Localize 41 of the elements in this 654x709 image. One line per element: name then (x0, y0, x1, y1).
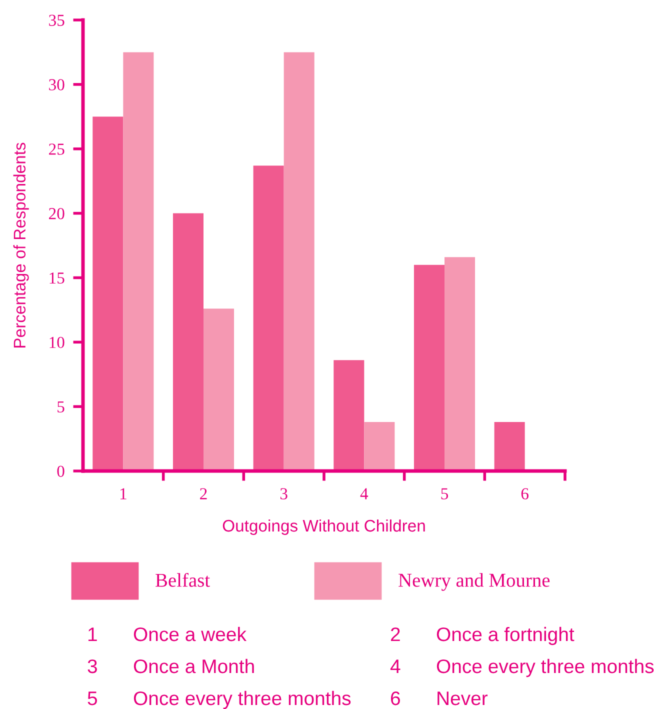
text: Once a Month (134, 658, 254, 674)
y-tick-label: 5 (58, 401, 64, 413)
bar (172, 213, 204, 471)
x-tick-label: 2 (200, 488, 207, 500)
bar (204, 308, 234, 471)
legend-label: Belfast (156, 572, 210, 587)
bar (494, 422, 525, 471)
x-tick-label: 4 (360, 488, 368, 500)
bar (123, 52, 154, 471)
text: 6 (390, 691, 400, 706)
x-tick-label: 1 (120, 488, 126, 500)
bar (92, 116, 124, 471)
text: Once every three months (134, 690, 351, 709)
text: Never (438, 692, 488, 706)
x-axis-title: Outgoings Without Children (222, 519, 425, 535)
text: Once every three months (436, 658, 654, 678)
y-tick-label: 0 (57, 466, 64, 477)
text: Once a week (134, 626, 247, 642)
bar (444, 257, 476, 471)
bar (284, 52, 314, 471)
text: Once a fortnight (436, 626, 574, 646)
text: 4 (390, 660, 400, 674)
bar (253, 166, 284, 471)
y-axis-title: Percentage of Respondents (13, 142, 29, 348)
text: 1 (88, 628, 97, 642)
bar (334, 360, 364, 471)
text: 5 (88, 692, 97, 706)
x-tick-label: 6 (521, 488, 529, 500)
text: 2 (390, 627, 400, 642)
y-tick-label: 30 (49, 79, 64, 90)
legend-label: Newry and Mourne (398, 573, 550, 591)
y-tick-label: 20 (49, 208, 64, 220)
text: 3 (88, 659, 97, 674)
x-tick-label: 5 (441, 488, 448, 500)
x-tick-label: 3 (280, 488, 288, 500)
bar (414, 264, 444, 471)
y-tick-label: 35 (49, 14, 64, 26)
y-tick-label: 10 (50, 336, 64, 348)
y-tick-label: 25 (49, 144, 64, 155)
bar (364, 422, 395, 471)
y-tick-label: 15 (50, 272, 64, 284)
